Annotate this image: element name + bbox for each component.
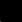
Text: 250: 250 (0, 0, 22, 16)
Text: 262: 262 (0, 0, 22, 18)
Text: 740: 740 (0, 6, 22, 22)
Text: 720: 720 (0, 2, 22, 22)
Text: 206: 206 (0, 6, 22, 22)
Text: 735: 735 (0, 5, 22, 22)
Text: 320: 320 (0, 0, 22, 18)
Bar (10, 7, 11, 8)
Text: 810: 810 (0, 7, 22, 22)
Text: 152: 152 (0, 1, 22, 21)
Text: 260: 260 (0, 0, 22, 17)
Text: 310: 310 (0, 1, 22, 21)
Text: 400: 400 (0, 0, 22, 16)
Text: 221: 221 (0, 0, 22, 17)
Text: 202: 202 (0, 0, 22, 18)
Text: 800: 800 (0, 6, 22, 22)
Bar (16, 8, 17, 11)
Text: 500: 500 (0, 1, 22, 21)
Bar (11, 18, 12, 19)
Text: 210: 210 (0, 2, 22, 22)
Text: 200: 200 (0, 0, 22, 20)
Text: 730: 730 (0, 6, 22, 22)
Text: 610: 610 (0, 2, 22, 22)
Text: 710: 710 (0, 5, 22, 22)
Text: 350: 350 (0, 0, 22, 16)
Text: 264: 264 (0, 0, 22, 17)
Text: 600: 600 (0, 1, 22, 21)
Text: 700: 700 (0, 0, 22, 20)
Text: 204: 204 (0, 5, 22, 22)
Text: 510: 510 (0, 1, 22, 21)
Text: 300: 300 (0, 0, 22, 17)
Text: 100: 100 (0, 0, 22, 17)
Text: 150: 150 (0, 2, 22, 22)
Text: 900: 900 (0, 0, 22, 15)
Text: 220: 220 (0, 1, 22, 21)
Bar (10, 10, 13, 16)
Bar (15, 11, 16, 12)
